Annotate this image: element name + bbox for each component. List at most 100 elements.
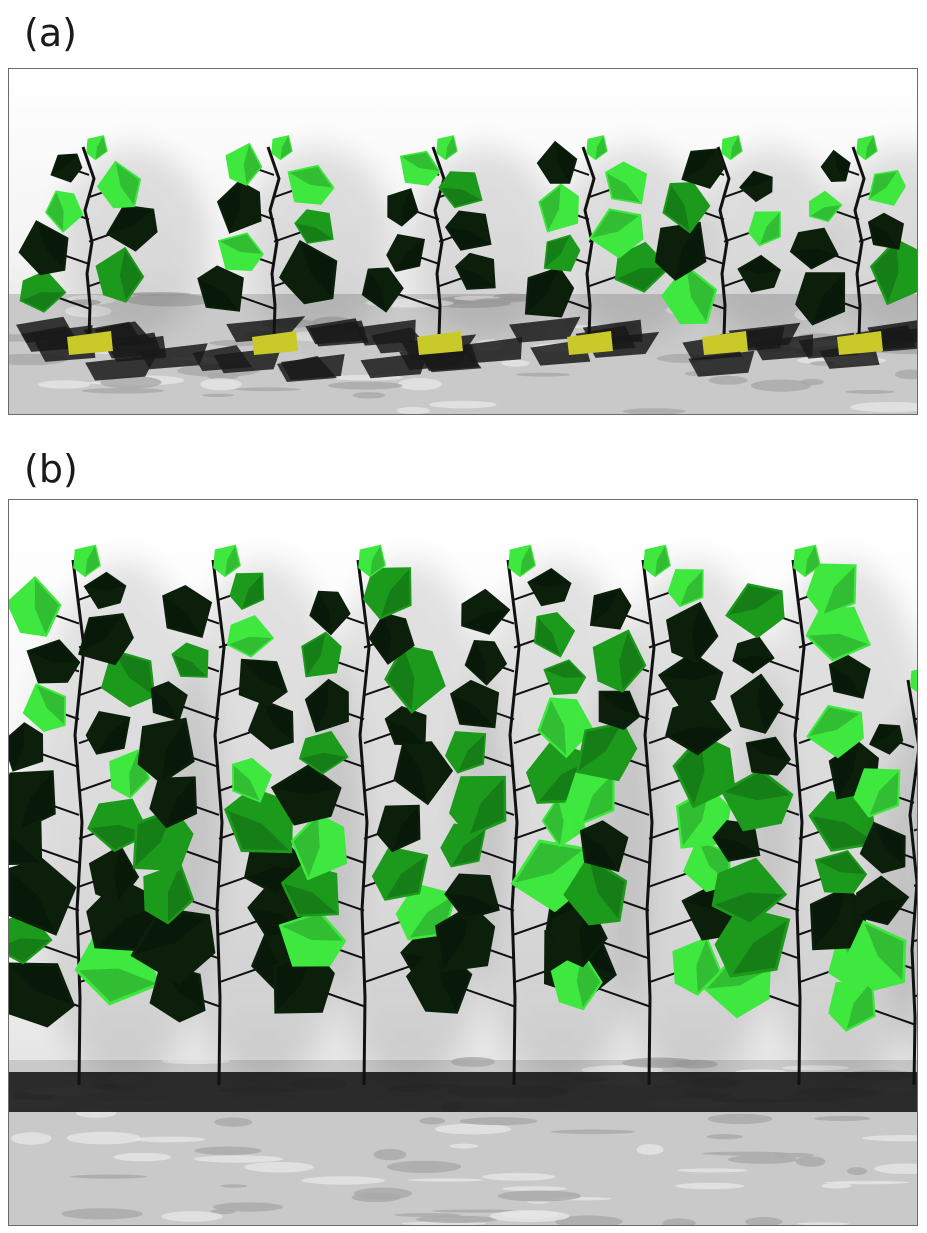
leaf [376, 804, 421, 853]
plant-pot [837, 331, 883, 355]
leaf [643, 544, 671, 578]
leaf [589, 208, 644, 259]
leaf [229, 572, 265, 610]
leaf [586, 135, 608, 161]
leaf [444, 873, 500, 921]
cotton-plant [197, 135, 394, 355]
leaf [711, 857, 788, 926]
leaf [508, 544, 536, 578]
leaf [563, 855, 628, 926]
leaf [301, 631, 342, 678]
leaf [225, 142, 263, 186]
leaf [143, 862, 195, 925]
panel-a-label: (a) [24, 11, 77, 55]
leaf [464, 640, 508, 686]
leaf [150, 681, 188, 722]
leaf [666, 601, 719, 664]
plant-stem [791, 559, 806, 1086]
leaf [805, 606, 871, 662]
leaf [304, 678, 349, 733]
leaf [85, 711, 131, 755]
leaf [524, 266, 575, 318]
leaf [820, 149, 851, 182]
leaf [654, 221, 707, 281]
leaf [527, 568, 572, 607]
plant-stem [506, 559, 521, 1086]
leaf [26, 639, 81, 684]
leaf [809, 190, 843, 223]
leaf [828, 654, 871, 699]
leaf [454, 252, 496, 290]
leaf [720, 768, 794, 832]
panel-b-scene [9, 500, 917, 1225]
cotton-plant [361, 135, 559, 355]
leaf [361, 267, 404, 313]
leaf [604, 161, 648, 205]
leaf [665, 696, 732, 756]
leaf [814, 850, 868, 894]
plant-pot [417, 331, 463, 355]
leaf [450, 679, 500, 729]
leaf [294, 209, 334, 244]
leaf [216, 180, 262, 234]
leaf [130, 907, 216, 985]
leaf [45, 190, 84, 233]
leaf [371, 846, 429, 901]
leaf [843, 920, 907, 991]
leaf [592, 629, 647, 693]
leaf [910, 669, 917, 693]
leaf [226, 615, 275, 658]
leaf [290, 813, 348, 881]
leaf [197, 265, 244, 312]
leaf [278, 911, 347, 967]
leaf [88, 845, 140, 904]
leaf [721, 135, 743, 161]
leaf [745, 736, 791, 776]
cotton-plant [789, 135, 917, 355]
leaf [461, 588, 511, 635]
leaf [543, 234, 581, 272]
leaf [384, 706, 427, 746]
leaf [853, 768, 901, 818]
leaf [309, 590, 351, 636]
leaf [658, 652, 724, 710]
leaf [739, 170, 773, 203]
panel-b-image [8, 499, 918, 1226]
leaf [73, 544, 101, 578]
leaf [598, 690, 641, 730]
leaf [856, 135, 878, 161]
leaf [868, 169, 906, 206]
leaf [732, 636, 775, 674]
leaf [270, 764, 342, 826]
cotton-plant [654, 135, 844, 355]
leaf [859, 821, 906, 874]
leaf [298, 730, 349, 775]
plant-stem [356, 559, 371, 1086]
leaf [217, 232, 264, 271]
plant-stem [581, 146, 596, 338]
leaf [445, 210, 492, 251]
leaf [806, 704, 864, 759]
leaf [78, 613, 134, 666]
plant-stem [431, 146, 446, 338]
leaf [672, 936, 722, 996]
plant-stem [851, 146, 866, 338]
plant-pot [702, 331, 748, 355]
leaf [279, 240, 338, 305]
leaf [725, 583, 785, 639]
leaf [681, 148, 726, 189]
cotton-plant [18, 135, 209, 355]
plant-stem [906, 679, 917, 1086]
canopy-shadow [9, 1072, 917, 1112]
plant-pot [567, 331, 613, 355]
leaf [449, 775, 507, 838]
leaf [137, 717, 195, 784]
leaf [247, 698, 294, 750]
leaf [50, 153, 83, 183]
leaf [806, 563, 857, 617]
leaf [19, 270, 67, 313]
leaf [730, 673, 784, 734]
plant-pot [67, 331, 113, 355]
leaf [714, 905, 791, 978]
leaf [9, 911, 53, 965]
